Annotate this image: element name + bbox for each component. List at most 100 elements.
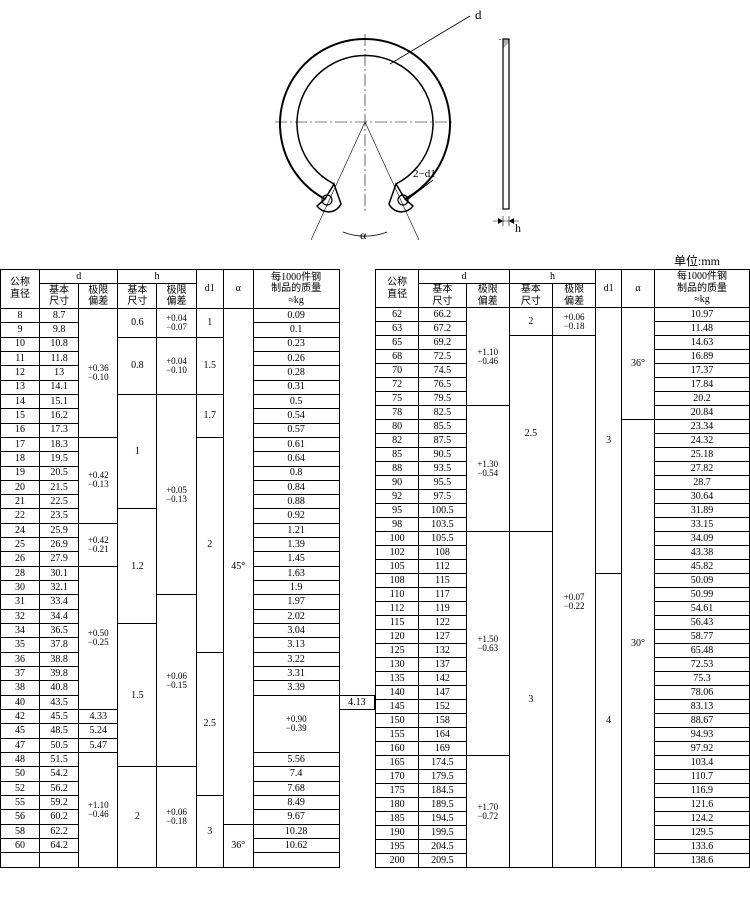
cell-mass: 0.61 xyxy=(253,437,339,451)
cell-mass: 116.9 xyxy=(654,784,749,798)
cell-d: 82.5 xyxy=(419,406,467,420)
col-d-basic: 基本尺寸 xyxy=(419,284,467,308)
cell-d: 36.5 xyxy=(40,624,79,638)
cell-mass: 1.97 xyxy=(253,595,339,609)
cell-nd: 78 xyxy=(376,406,419,420)
cell-d: 50.5 xyxy=(40,738,79,752)
table-left: 公称直径 d h d1 α 每1000件钢制品的质量≈kg 基本尺寸 极限偏差 … xyxy=(0,269,375,868)
cell-mass: 17.37 xyxy=(654,364,749,378)
cell-d: 72.5 xyxy=(419,350,467,364)
cell-mass: 0.84 xyxy=(253,480,339,494)
cell-nd: 75 xyxy=(376,392,419,406)
cell-mass: 65.48 xyxy=(654,644,749,658)
cell-nd: 26 xyxy=(1,552,40,566)
cell-mass: 78.06 xyxy=(654,686,749,700)
cell-d-tol: +1.10−0.46 xyxy=(79,753,118,868)
cell-mass: 33.15 xyxy=(654,518,749,532)
cell-mass: 9.67 xyxy=(253,810,339,824)
cell-mass: 8.49 xyxy=(253,796,339,810)
cell-nd: 16 xyxy=(1,423,40,437)
cell-nd: 56 xyxy=(1,810,40,824)
cell-nd: 38 xyxy=(1,681,40,695)
cell-d: 19.5 xyxy=(40,452,79,466)
cell-mass: 72.53 xyxy=(654,658,749,672)
col-mass: 每1000件钢制品的质量≈kg xyxy=(654,270,749,308)
cell-h-tol: +0.07−0.22 xyxy=(553,336,596,868)
dimension-tables: 公称直径 d h d1 α 每1000件钢制品的质量≈kg 基本尺寸 极限偏差 … xyxy=(0,269,750,868)
cell-d: 189.5 xyxy=(419,798,467,812)
cell-nd: 63 xyxy=(376,322,419,336)
cell-mass: 0.23 xyxy=(253,337,339,351)
cell-nd: 155 xyxy=(376,728,419,742)
cell-d-tol: +1.50−0.63 xyxy=(466,532,509,756)
cell-d-tol: +1.30−0.54 xyxy=(466,406,509,532)
cell-d: 152 xyxy=(419,700,467,714)
cell-d: 66.2 xyxy=(419,308,467,322)
cell-nd: 88 xyxy=(376,462,419,476)
cell-nd: 42 xyxy=(1,710,40,724)
cell-d: 103.5 xyxy=(419,518,467,532)
cell-d: 8.7 xyxy=(40,308,79,322)
cell-mass: 23.34 xyxy=(654,420,749,434)
cell-d: 34.4 xyxy=(40,609,79,623)
cell-mass: 10.28 xyxy=(253,824,339,838)
cell-nd: 175 xyxy=(376,784,419,798)
cell-mass: 45.82 xyxy=(654,560,749,574)
cell-mass: 0.57 xyxy=(253,423,339,437)
cell-nd: 130 xyxy=(376,658,419,672)
cell-d: 74.5 xyxy=(419,364,467,378)
col-d1: d1 xyxy=(196,270,223,309)
cell-nd: 195 xyxy=(376,840,419,854)
cell-h: 1.5 xyxy=(118,624,157,767)
cell-d: 209.5 xyxy=(419,854,467,868)
col-alpha: α xyxy=(622,270,655,308)
cell-d: 95.5 xyxy=(419,476,467,490)
cell-nd: 150 xyxy=(376,714,419,728)
cell-mass: 16.89 xyxy=(654,350,749,364)
cell-mass: 7.4 xyxy=(253,767,339,781)
cell-nd: 15 xyxy=(1,409,40,423)
cell-d: 40.8 xyxy=(40,681,79,695)
cell-d: 179.5 xyxy=(419,770,467,784)
cell-nd: 30 xyxy=(1,581,40,595)
cell-d: 25.9 xyxy=(40,523,79,537)
cell-d: 199.5 xyxy=(419,826,467,840)
cell-h-tol: +0.06−0.15 xyxy=(157,595,196,767)
cell-nd: 140 xyxy=(376,686,419,700)
cell-mass: 110.7 xyxy=(654,770,749,784)
cell-d: 164 xyxy=(419,728,467,742)
cell-mass: 54.61 xyxy=(654,602,749,616)
cell-d-tol: +0.42−0.13 xyxy=(79,437,118,523)
cell-h: 2 xyxy=(118,767,157,868)
cell-d: 32.1 xyxy=(40,581,79,595)
col-h-group: h xyxy=(509,270,595,284)
cell-mass: 14.63 xyxy=(654,336,749,350)
cell-mass: 124.2 xyxy=(654,812,749,826)
unit-label: 单位:mm xyxy=(0,252,750,269)
cell-d: 147 xyxy=(419,686,467,700)
cell-mass: 138.6 xyxy=(654,854,749,868)
cell-d1: 2 xyxy=(196,437,223,652)
cell-d: 137 xyxy=(419,658,467,672)
cell-mass: 20.2 xyxy=(654,392,749,406)
cell-mass: 4.13 xyxy=(339,695,374,709)
cell-d-tol: +0.42−0.21 xyxy=(79,523,118,566)
cell-mass: 75.3 xyxy=(654,672,749,686)
cell-mass: 10.97 xyxy=(654,308,749,322)
table-row: 3133.4+0.06−0.151.97 xyxy=(1,595,375,609)
label-alpha: α xyxy=(360,228,367,242)
cell-d: 43.5 xyxy=(40,695,79,709)
cell-nd: 19 xyxy=(1,466,40,480)
cell-d: 30.1 xyxy=(40,566,79,580)
cell-mass: 129.5 xyxy=(654,826,749,840)
cell-mass: 2.02 xyxy=(253,609,339,623)
cell-d: 10.8 xyxy=(40,337,79,351)
cell-d-tol: +1.70−0.72 xyxy=(466,756,509,868)
cell-mass: 88.67 xyxy=(654,714,749,728)
cell-h-tol: +0.05−0.13 xyxy=(157,394,196,595)
cell-d: 39.8 xyxy=(40,667,79,681)
cell-d: 18.3 xyxy=(40,437,79,451)
cell-mass: 31.89 xyxy=(654,504,749,518)
cell-h: 3 xyxy=(509,532,552,868)
cell-nd: 95 xyxy=(376,504,419,518)
